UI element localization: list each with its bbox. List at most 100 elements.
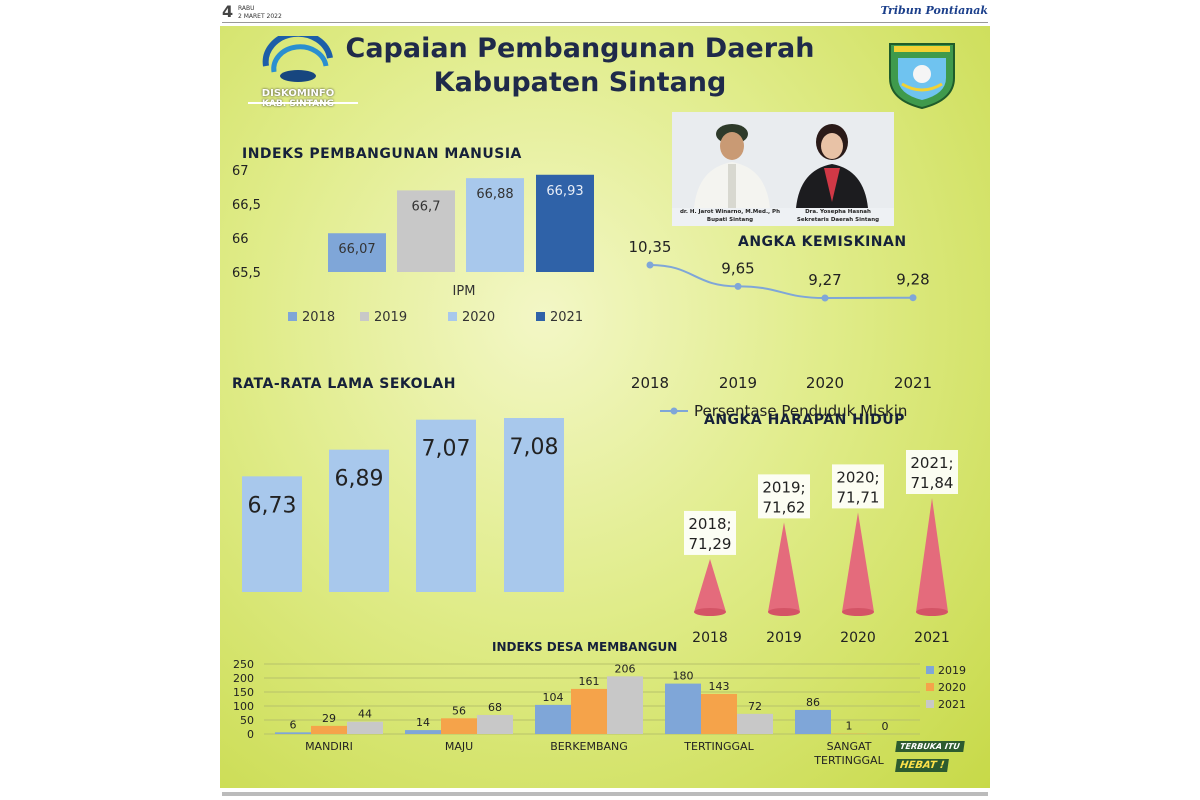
idm-bar-2019 — [795, 709, 831, 734]
kemiskinan-data-label: 9,28 — [896, 271, 929, 289]
ahh-x-tick: 2020 — [840, 630, 876, 646]
ipm-bar-2021 — [536, 174, 594, 272]
idm-y-tick: 100 — [233, 700, 254, 713]
logo-underline — [248, 102, 358, 104]
idm-bar-2019 — [275, 732, 311, 734]
idm-data-label: 44 — [358, 708, 372, 721]
kemiskinan-x-tick: 2020 — [806, 374, 844, 392]
ahh-title: ANGKA HARAPAN HIDUP — [704, 412, 905, 428]
ahh-x-tick: 2018 — [692, 630, 728, 646]
rls-bar-2019 — [329, 449, 389, 592]
idm-x-tick: SANGAT — [827, 740, 872, 753]
masthead-day: RABU — [238, 5, 255, 12]
idm-y-tick: 0 — [247, 728, 254, 741]
ipm-y-tick: 66,5 — [232, 198, 261, 213]
idm-bar-2020 — [571, 688, 607, 734]
ahh-data-label-value: 71,29 — [689, 535, 732, 553]
ahh-cone-base — [768, 608, 800, 616]
ahh-data-label-value: 71,84 — [911, 474, 954, 492]
ipm-y-tick: 67 — [232, 164, 249, 179]
kemiskinan-data-label: 9,65 — [721, 259, 754, 277]
page-title: Capaian Pembangunan Daerah Kabupaten Sin… — [330, 32, 830, 100]
ipm-data-label: 66,7 — [412, 199, 441, 214]
kemiskinan-point — [734, 282, 742, 290]
officials-photo: dr. H. Jarot Winarno, M.Med., Ph Bupati … — [672, 112, 894, 226]
rls-chart: 6,7320186,8920197,0720207,082021 — [242, 418, 564, 592]
ipm-bar-2020 — [466, 178, 524, 272]
ipm-legend-swatch — [360, 312, 369, 321]
rls-data-label: 7,08 — [510, 435, 559, 460]
ipm-chart: 67 66,5 66 65,5 66,07 66,7 66,88 66,93 IPM 2018 20… — [232, 164, 594, 325]
ahh-chart: 2018; 71,29 2018 2019; 71,62 2019 2020; 71,71 20… — [684, 450, 958, 646]
kemiskinan-legend-marker — [670, 407, 678, 415]
idm-title: INDEKS DESA MEMBANGUN — [492, 640, 678, 654]
idm-legend-label: 2019 — [938, 664, 966, 677]
ipm-legend-swatch — [536, 312, 545, 321]
ahh-data-label-year: 2018; — [688, 515, 731, 533]
logo-text-1: DISKOMINFO — [261, 88, 335, 99]
footer-rule — [222, 792, 988, 796]
idm-data-label: 68 — [488, 701, 502, 714]
idm-y-tick: 150 — [233, 686, 254, 699]
idm-bar-2019 — [405, 730, 441, 734]
idm-bar-2021 — [347, 721, 383, 734]
ipm-legend-swatch — [288, 312, 297, 321]
rls-bar-2018 — [242, 476, 302, 592]
rls-data-label: 6,73 — [248, 493, 297, 518]
rls-bar-2020 — [416, 419, 476, 592]
badge-line-2: HEBAT ! — [895, 759, 950, 772]
ipm-legend-label: 2019 — [374, 310, 407, 325]
idm-data-label: 14 — [416, 716, 430, 729]
idm-data-label: 180 — [673, 670, 694, 683]
ipm-data-label: 66,07 — [338, 242, 375, 257]
idm-bar-2020 — [441, 718, 477, 734]
idm-data-label: 161 — [579, 675, 600, 688]
ahh-x-tick: 2019 — [766, 630, 802, 646]
ahh-cone-base — [694, 608, 726, 616]
ahh-data-label-year: 2019; — [762, 478, 805, 496]
kemiskinan-x-tick: 2019 — [719, 374, 757, 392]
ipm-data-label: 66,88 — [476, 187, 513, 202]
ipm-title: INDEKS PEMBANGUNAN MANUSIA — [242, 146, 522, 162]
official-2-role: Sekretaris Daerah Sintang — [796, 217, 880, 223]
idm-data-label: 143 — [709, 680, 730, 693]
idm-legend-label: 2020 — [938, 681, 966, 694]
idm-bar-2020 — [701, 693, 737, 734]
official-2-name: Dra. Yosepha Hasnah — [805, 209, 871, 215]
official-1-name: dr. H. Jarot Winarno, M.Med., Ph — [679, 209, 780, 215]
idm-bar-2021 — [477, 714, 513, 734]
ahh-data-label-value: 71,62 — [763, 498, 806, 516]
kemiskinan-line — [649, 264, 914, 300]
idm-legend-label: 2021 — [938, 698, 966, 711]
ahh-data-label-year: 2021; — [910, 454, 953, 472]
page-number: 4 — [222, 2, 234, 21]
sintang-coat-of-arms — [884, 38, 960, 110]
idm-data-label: 6 — [290, 718, 297, 731]
idm-data-label: 104 — [543, 691, 564, 704]
officials-portrait-image — [672, 112, 894, 208]
ipm-legend-swatch — [448, 312, 457, 321]
ahh-data-label-value: 71,71 — [837, 488, 880, 506]
idm-data-label: 72 — [748, 700, 762, 713]
ahh-x-tick: 2021 — [914, 630, 950, 646]
title-line-2: Kabupaten Sintang — [433, 67, 727, 98]
kemiskinan-legend-label: Persentase Penduduk Miskin — [694, 402, 907, 420]
ahh-cone-2019 — [768, 522, 800, 612]
kemiskinan-chart: 10,35 9,65 9,27 9,28 2018 2019 2020 2021 Persent… — [629, 238, 933, 420]
idm-x-tick: TERTINGGAL — [683, 740, 754, 753]
idm-data-label: 86 — [806, 696, 820, 709]
ipm-x-label: IPM — [453, 284, 476, 299]
ahh-cone-2018 — [694, 558, 726, 612]
idm-y-tick: 200 — [233, 672, 254, 685]
title-line-1: Capaian Pembangunan Daerah — [345, 33, 815, 64]
masthead-date: 2 MARET 2022 — [238, 13, 282, 20]
kemiskinan-x-tick: 2018 — [631, 374, 669, 392]
ahh-cone-base — [916, 608, 948, 616]
ahh-cone-base — [842, 608, 874, 616]
kemiskinan-x-tick: 2021 — [894, 374, 932, 392]
ahh-cone-2021 — [916, 498, 948, 612]
ahh-label-box — [906, 450, 958, 494]
kemiskinan-data-label: 9,27 — [808, 271, 841, 289]
ipm-bar-2018 — [328, 233, 386, 272]
